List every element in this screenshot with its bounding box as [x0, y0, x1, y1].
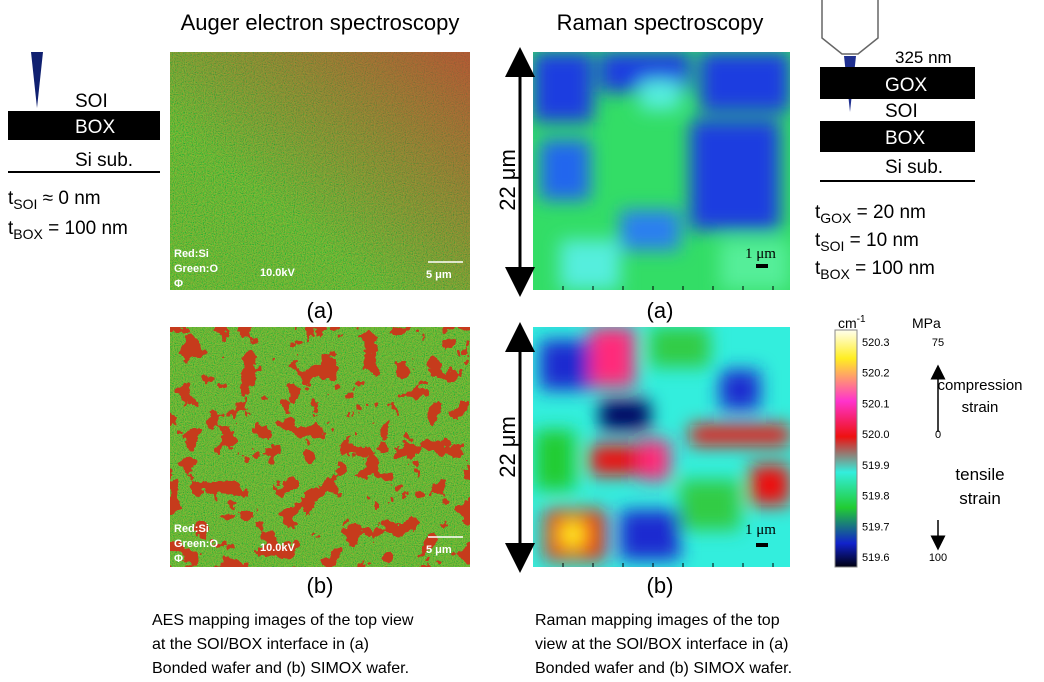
colorbar-tick-label: 519.8 [862, 491, 890, 503]
heading: Auger electron spectroscopy [181, 10, 460, 35]
param-value: ≈ 0 nm [37, 188, 100, 209]
page: {"headings": {"aes": "Auger electron spe… [0, 0, 1044, 682]
param: tBOX = 100 nm [8, 218, 128, 242]
layer-label: BOX [885, 128, 925, 149]
panel-label: (a) [647, 298, 674, 323]
probe-tip [31, 52, 43, 108]
strain-label: compression [937, 377, 1022, 394]
param-sub: SOI [820, 238, 844, 254]
wavelength: 325 nm [895, 48, 952, 67]
layer-label: Si sub. [885, 157, 943, 178]
scale-label: 5 μm [426, 544, 452, 556]
colorbar [835, 330, 857, 567]
caption-line: AES mapping images of the top view [152, 612, 414, 629]
caption-line: Bonded wafer and (b) SIMOX wafer. [535, 660, 792, 677]
objective [822, 0, 878, 54]
heading: Raman spectroscopy [557, 10, 764, 35]
scale-bar [756, 264, 768, 268]
colorbar-unit: MPa [912, 315, 941, 331]
panel-label: (b) [647, 573, 674, 598]
scale-bar [756, 543, 768, 547]
strain-label: tensile [955, 465, 1004, 484]
scale-label: 1 μm [745, 246, 776, 262]
overlay-text: Φ [174, 278, 183, 290]
right-stack: 325 nm GOX SOI BOX Si sub. tGOX = 20 nm … [815, 0, 975, 282]
overlay-text: Red:Si [174, 248, 209, 260]
colorbar-tick-label: 520.3 [862, 337, 890, 349]
stress-tick-label: 0 [935, 429, 941, 441]
aes-image-b [170, 327, 470, 567]
caption-line: Bonded wafer and (b) SIMOX wafer. [152, 660, 409, 677]
voltage-label: 10.0kV [260, 542, 296, 554]
stress-tick-label: 100 [929, 552, 947, 564]
colorbar-tick-label: 520.1 [862, 398, 890, 410]
param-value: = 100 nm [850, 258, 935, 279]
param-sub: BOX [820, 266, 850, 282]
caption-line: at the SOI/BOX interface in (a) [152, 636, 369, 653]
scale-label: 5 μm [426, 269, 452, 281]
colorbar-tick-label: 520.0 [862, 429, 890, 441]
stress-tick-label: 75 [932, 337, 944, 349]
layer-label: BOX [75, 117, 115, 138]
layer-label: SOI [885, 101, 918, 122]
caption-line: view at the SOI/BOX interface in (a) [535, 636, 788, 653]
layer-label: Si sub. [75, 150, 133, 171]
colorbar-tick-label: 519.7 [862, 521, 890, 533]
colorbar-ticks: 520.3 520.2 520.1 520.0 519.9 519.8 519.7 519.6… [862, 337, 1023, 564]
strain-label: strain [962, 399, 999, 416]
captions: AES mapping images of the top view at the… [152, 612, 792, 677]
overlay-text: Green:O [174, 263, 218, 275]
size-label: 22 μm [495, 149, 520, 211]
param: tSOI ≈ 0 nm [8, 188, 101, 212]
param-sub: BOX [13, 226, 43, 242]
colorbar-tick-label: 519.9 [862, 460, 890, 472]
overlay-text: Φ [174, 553, 183, 565]
left-stack: SOI BOX Si sub. tSOI ≈ 0 nm tBOX = 100 n… [8, 52, 160, 242]
scale-label: 1 μm [745, 522, 776, 538]
param: tSOI = 10 nm [815, 230, 919, 254]
param-value: = 10 nm [844, 230, 918, 251]
figure: Auger electron spectroscopy Raman spectr… [0, 0, 1044, 682]
body: Auger electron spectroscopy Raman spectr… [0, 0, 1044, 682]
unit-sup: -1 [857, 314, 866, 325]
caption-line: Raman mapping images of the top [535, 612, 780, 629]
colorbar-tick-label: 520.2 [862, 368, 890, 380]
unit: cm [838, 315, 857, 331]
layer-label: SOI [75, 91, 108, 112]
overlay-text: Red:Si [174, 523, 209, 535]
colorbar-tick-label: 519.6 [862, 552, 890, 564]
param: tGOX = 20 nm [815, 202, 926, 226]
param-value: = 20 nm [851, 202, 925, 223]
param-sub: GOX [820, 210, 852, 226]
overlay-text: Green:O [174, 538, 218, 550]
param: tBOX = 100 nm [815, 258, 935, 282]
voltage-label: 10.0kV [260, 267, 296, 279]
aes-image-a [170, 52, 470, 290]
panel-label: (b) [307, 573, 334, 598]
strain-label: strain [959, 489, 1001, 508]
param-value: = 100 nm [43, 218, 128, 239]
colorbar-unit: cm-1 [838, 314, 866, 331]
panel-label: (a) [307, 298, 334, 323]
size-label: 22 μm [495, 416, 520, 478]
layer-label: GOX [885, 75, 928, 96]
param-sub: SOI [13, 196, 37, 212]
